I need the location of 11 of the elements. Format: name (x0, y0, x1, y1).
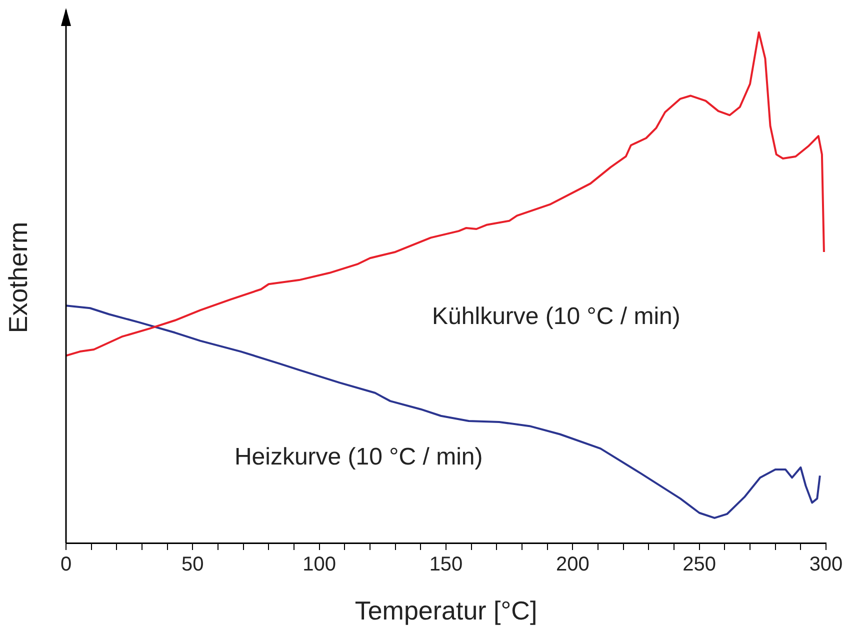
x-tick-label: 150 (429, 554, 463, 576)
series-label: Heizkurve (10 °C / min) (234, 444, 483, 471)
x-tick-label: 50 (182, 554, 204, 576)
x-tick-label: 250 (682, 554, 716, 576)
x-tick-label: 200 (556, 554, 590, 576)
x-tick-label: 100 (302, 554, 336, 576)
y-axis-title: Exotherm (2, 222, 33, 334)
x-tick-label: 300 (809, 554, 843, 576)
text: Kühlkurve (10 °C / min) (432, 302, 680, 330)
x-tick-label: 0 (60, 554, 72, 576)
x-axis-title: Temperatur [°C] (354, 596, 538, 626)
